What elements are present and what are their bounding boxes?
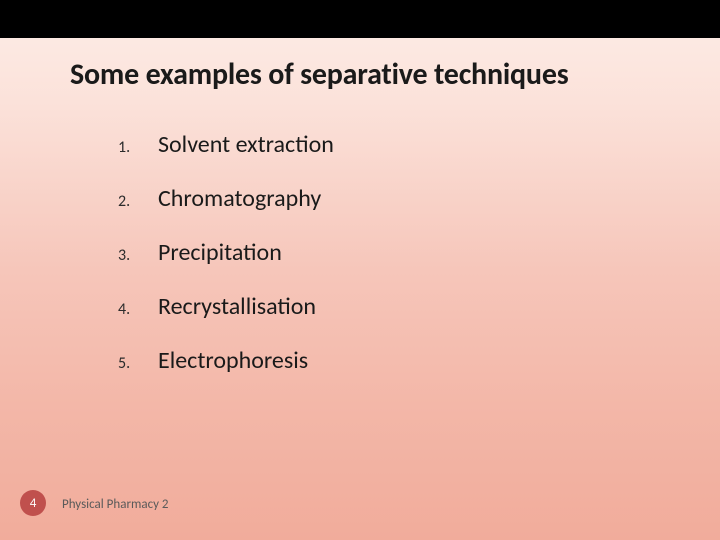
page-number-badge: 4 (20, 490, 46, 516)
list-text: Chromatography (158, 184, 321, 213)
list-item: 3. Precipitation (118, 238, 618, 267)
list-text: Recrystallisation (158, 292, 316, 321)
list-item: 4. Recrystallisation (118, 292, 618, 321)
list-text: Electrophoresis (158, 346, 308, 375)
list-item: 2. Chromatography (118, 184, 618, 213)
page-number: 4 (30, 496, 37, 511)
list-item: 1. Solvent extraction (118, 130, 618, 159)
top-bar (0, 0, 720, 38)
list-number: 5. (118, 354, 158, 373)
list-number: 4. (118, 300, 158, 319)
slide: Some examples of separative techniques 1… (0, 0, 720, 540)
slide-title: Some examples of separative techniques (70, 56, 680, 93)
slide-title-text: Some examples of separative techniques (70, 56, 569, 93)
list-number: 3. (118, 246, 158, 265)
numbered-list: 1. Solvent extraction 2. Chromatography … (118, 130, 618, 400)
list-number: 1. (118, 138, 158, 157)
list-item: 5. Electrophoresis (118, 346, 618, 375)
list-text: Precipitation (158, 238, 282, 267)
list-number: 2. (118, 192, 158, 211)
footer-text: Physical Pharmacy 2 (62, 497, 169, 512)
list-text: Solvent extraction (158, 130, 334, 159)
